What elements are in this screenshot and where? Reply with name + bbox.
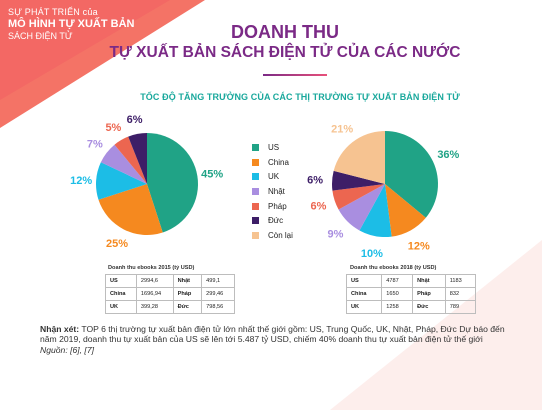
- legend-item: US: [252, 140, 293, 155]
- pie-slice: [385, 131, 438, 218]
- slice-label: 5%: [105, 122, 121, 134]
- table-row: China 1650 Pháp 832: [345, 287, 477, 301]
- legend-swatch: [252, 173, 259, 181]
- note-label: Nhận xét:: [40, 324, 80, 334]
- table-cell: China: [345, 287, 383, 301]
- slice-label: 21%: [331, 124, 353, 136]
- corner-line-1: SỰ PHÁT TRIỂN của: [8, 7, 98, 17]
- corner-banner: SỰ PHÁT TRIỂN của MÔ HÌNH TỰ XUẤT BẢN SÁ…: [8, 6, 134, 42]
- table-cell: UK: [345, 300, 383, 314]
- table-cell: Nhật: [172, 274, 203, 288]
- note-text: TOP 6 thị trường tự xuất bản điện tử lớn…: [40, 324, 505, 345]
- slice-label: 6%: [310, 201, 326, 213]
- table-cell: 499,1: [201, 274, 235, 288]
- pie-slice: [96, 162, 147, 200]
- legend-label: Còn lại: [268, 230, 293, 240]
- table-cell: 399,28: [135, 300, 174, 314]
- pie-slice: [333, 131, 385, 184]
- pie-slice: [128, 133, 147, 184]
- table-row: US 2994,6 Nhật 499,1: [105, 274, 235, 288]
- legend-item: Còn lại: [252, 228, 293, 243]
- legend-swatch: [252, 217, 259, 225]
- legend-swatch: [252, 202, 259, 210]
- table-cell: US: [345, 274, 383, 288]
- slice-label: 12%: [70, 175, 92, 187]
- legend-label: Pháp: [268, 201, 287, 211]
- table-cell: 1258: [381, 300, 414, 314]
- legend-label: Đức: [268, 216, 284, 226]
- legend-label: US: [268, 142, 280, 152]
- table-cell: Đức: [412, 300, 446, 314]
- slice-label: 12%: [408, 240, 430, 252]
- table-2018-caption: Doanh thu ebooks 2018 (tỷ USD): [350, 265, 437, 271]
- legend-label: UK: [268, 172, 280, 182]
- note-block: Nhận xét: TOP 6 thị trường tự xuất bản đ…: [40, 324, 510, 355]
- table-2015-caption: Doanh thu ebooks 2015 (tỷ USD): [108, 265, 195, 271]
- pie-slice: [100, 144, 147, 184]
- legend-swatch: [252, 158, 259, 166]
- legend-item: Đức: [252, 213, 293, 228]
- table-row: US 4787 Nhật 1183: [345, 274, 477, 288]
- corner-line-3: SÁCH ĐIỆN TỬ: [8, 31, 73, 41]
- table-cell: China: [105, 287, 137, 301]
- slice-label: 6%: [127, 114, 143, 126]
- table-cell: 299,46: [201, 287, 235, 301]
- table-cell: Đức: [172, 300, 203, 314]
- pie-slice: [332, 184, 385, 210]
- slice-label: 10%: [361, 248, 383, 260]
- table-2018: US 4787 Nhật 1183 China 1650 Pháp 832 UK 1258 Đức 7…: [345, 274, 477, 314]
- note-source: Nguồn: [6], [7]: [40, 344, 94, 355]
- legend-label: China: [268, 157, 289, 167]
- table-row: UK 1258 Đức 789: [345, 300, 477, 314]
- pie-slice: [114, 136, 147, 184]
- table-cell: 1183: [444, 274, 477, 288]
- table-cell: UK: [105, 300, 137, 314]
- table-cell: 4787: [381, 274, 414, 288]
- legend-swatch: [252, 231, 259, 239]
- table-row: UK 399,28 Đức 798,56: [105, 300, 235, 314]
- chart-legend: US China UK Nhật Pháp Đức Còn lại: [252, 140, 293, 243]
- legend-item: Pháp: [252, 199, 293, 214]
- page-subtitle: TỰ XUẤT BẢN SÁCH ĐIỆN TỬ CỦA CÁC NƯỚC: [109, 44, 461, 61]
- pie-slice: [359, 184, 392, 237]
- table-cell: 1650: [381, 287, 414, 301]
- page-title: DOANH THU: [231, 22, 339, 42]
- legend-item: UK: [252, 169, 293, 184]
- pie-slice: [332, 170, 385, 191]
- table-cell: 798,56: [201, 300, 235, 314]
- corner-line-2: MÔ HÌNH TỰ XUẤT BẢN: [8, 18, 135, 30]
- legend-swatch: [252, 187, 259, 195]
- slice-label: 6%: [307, 175, 323, 187]
- legend-swatch: [252, 143, 259, 151]
- pie-slice: [147, 133, 199, 233]
- slice-label: 36%: [437, 149, 459, 161]
- slice-label: 25%: [106, 238, 128, 250]
- table-cell: Pháp: [172, 287, 203, 301]
- table-cell: 2994,6: [135, 274, 174, 288]
- pie-slice: [338, 184, 385, 231]
- pie-slice: [385, 184, 426, 237]
- pie-slice: [98, 184, 163, 235]
- table-cell: Pháp: [412, 287, 446, 301]
- title-underline: [263, 74, 327, 76]
- table-row: China 1696,94 Pháp 299,46: [105, 287, 235, 301]
- legend-label: Nhật: [268, 186, 285, 196]
- chart-title: TỐC ĐỘ TĂNG TRƯỞNG CỦA CÁC THỊ TRƯỜNG TỰ…: [140, 92, 460, 102]
- table-cell: Nhật: [412, 274, 446, 288]
- table-cell: 832: [444, 287, 477, 301]
- slice-label: 9%: [328, 228, 344, 240]
- legend-item: China: [252, 155, 293, 170]
- table-2015: US 2994,6 Nhật 499,1 China 1696,94 Pháp 299,46 U…: [105, 274, 235, 314]
- table-cell: 789: [444, 300, 477, 314]
- slice-label: 7%: [87, 139, 103, 151]
- table-cell: US: [105, 274, 137, 288]
- legend-item: Nhật: [252, 184, 293, 199]
- table-cell: 1696,94: [135, 287, 174, 301]
- slice-label: 45%: [201, 169, 223, 181]
